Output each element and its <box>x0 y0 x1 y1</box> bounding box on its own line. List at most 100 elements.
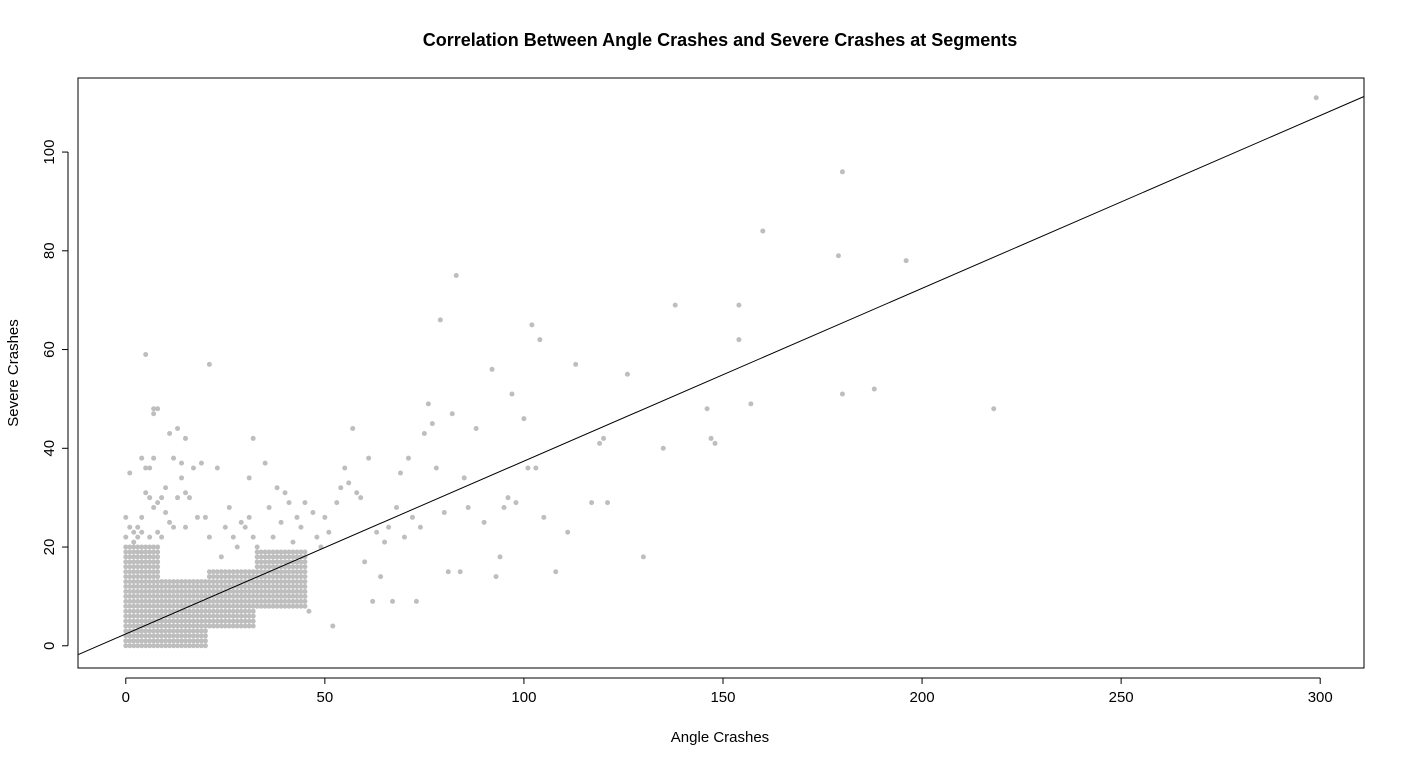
data-point <box>159 623 165 629</box>
data-point <box>151 598 157 604</box>
data-point <box>147 638 153 644</box>
data-point <box>222 584 228 590</box>
data-point <box>127 593 133 599</box>
data-point <box>493 574 499 580</box>
data-point <box>155 559 161 565</box>
data-point <box>839 391 845 397</box>
data-point <box>143 638 149 644</box>
data-point <box>290 569 296 575</box>
data-point <box>234 613 240 619</box>
data-point <box>131 529 137 535</box>
y-tick-label: 60 <box>41 341 58 358</box>
data-point <box>163 579 169 585</box>
data-point <box>286 588 292 594</box>
data-point <box>294 564 300 570</box>
data-point <box>234 569 240 575</box>
data-point <box>159 618 165 624</box>
data-point <box>206 618 212 624</box>
data-point <box>234 593 240 599</box>
data-point <box>123 603 129 609</box>
data-point <box>230 623 236 629</box>
data-point <box>190 633 196 639</box>
data-point <box>131 608 137 614</box>
data-point <box>135 554 141 560</box>
data-point <box>238 574 244 580</box>
data-point <box>131 623 137 629</box>
data-point <box>230 618 236 624</box>
data-point <box>179 475 185 481</box>
data-point <box>736 302 742 308</box>
data-point <box>151 579 157 585</box>
data-point <box>155 593 161 599</box>
data-point <box>565 529 571 535</box>
data-point <box>151 411 157 417</box>
data-point <box>147 559 153 565</box>
data-point <box>175 593 181 599</box>
data-point <box>190 579 196 585</box>
data-point <box>453 272 459 278</box>
data-point <box>123 623 129 629</box>
data-point <box>230 588 236 594</box>
data-point <box>159 638 165 644</box>
data-point <box>135 524 141 530</box>
data-point <box>553 569 559 575</box>
data-point <box>139 559 145 565</box>
data-point <box>139 584 145 590</box>
data-point <box>155 643 161 649</box>
data-point <box>171 584 177 590</box>
data-point <box>206 603 212 609</box>
data-point <box>278 569 284 575</box>
data-point <box>167 598 173 604</box>
data-point <box>274 598 280 604</box>
data-point <box>159 608 165 614</box>
data-point <box>254 598 260 604</box>
data-point <box>186 579 192 585</box>
data-point <box>143 598 149 604</box>
data-point <box>672 302 678 308</box>
data-point <box>183 435 188 441</box>
data-point <box>143 579 149 585</box>
regression-line <box>77 96 1365 656</box>
data-point <box>210 603 216 609</box>
data-point <box>163 643 169 649</box>
data-point <box>143 564 149 570</box>
data-point <box>155 564 161 570</box>
data-point <box>127 564 133 570</box>
data-point <box>246 475 252 481</box>
data-point <box>183 618 188 624</box>
data-point <box>270 579 276 585</box>
data-point <box>127 554 133 560</box>
data-point <box>605 500 611 506</box>
data-point <box>242 598 248 604</box>
data-point <box>151 638 157 644</box>
data-point <box>226 598 232 604</box>
data-point <box>210 598 216 604</box>
data-point <box>242 593 248 599</box>
data-point <box>139 544 145 550</box>
data-point <box>155 608 161 614</box>
data-point <box>238 588 244 594</box>
data-point <box>127 544 133 550</box>
data-point <box>143 351 149 357</box>
data-point <box>159 643 165 649</box>
data-point <box>175 579 181 585</box>
data-point <box>358 495 364 501</box>
data-point <box>127 623 133 629</box>
data-point <box>127 603 133 609</box>
data-point <box>131 593 137 599</box>
data-point <box>298 598 304 604</box>
data-point <box>179 460 185 466</box>
data-point <box>234 603 240 609</box>
trend-line-layer <box>77 96 1365 656</box>
data-point <box>254 603 260 609</box>
data-point <box>123 554 129 560</box>
data-point <box>163 628 169 634</box>
data-point <box>183 598 188 604</box>
data-point <box>135 623 141 629</box>
data-point <box>123 559 129 565</box>
data-point <box>186 495 192 501</box>
data-point <box>250 613 256 619</box>
data-point <box>230 603 236 609</box>
data-point <box>131 564 137 570</box>
y-tick-label: 80 <box>41 242 58 259</box>
